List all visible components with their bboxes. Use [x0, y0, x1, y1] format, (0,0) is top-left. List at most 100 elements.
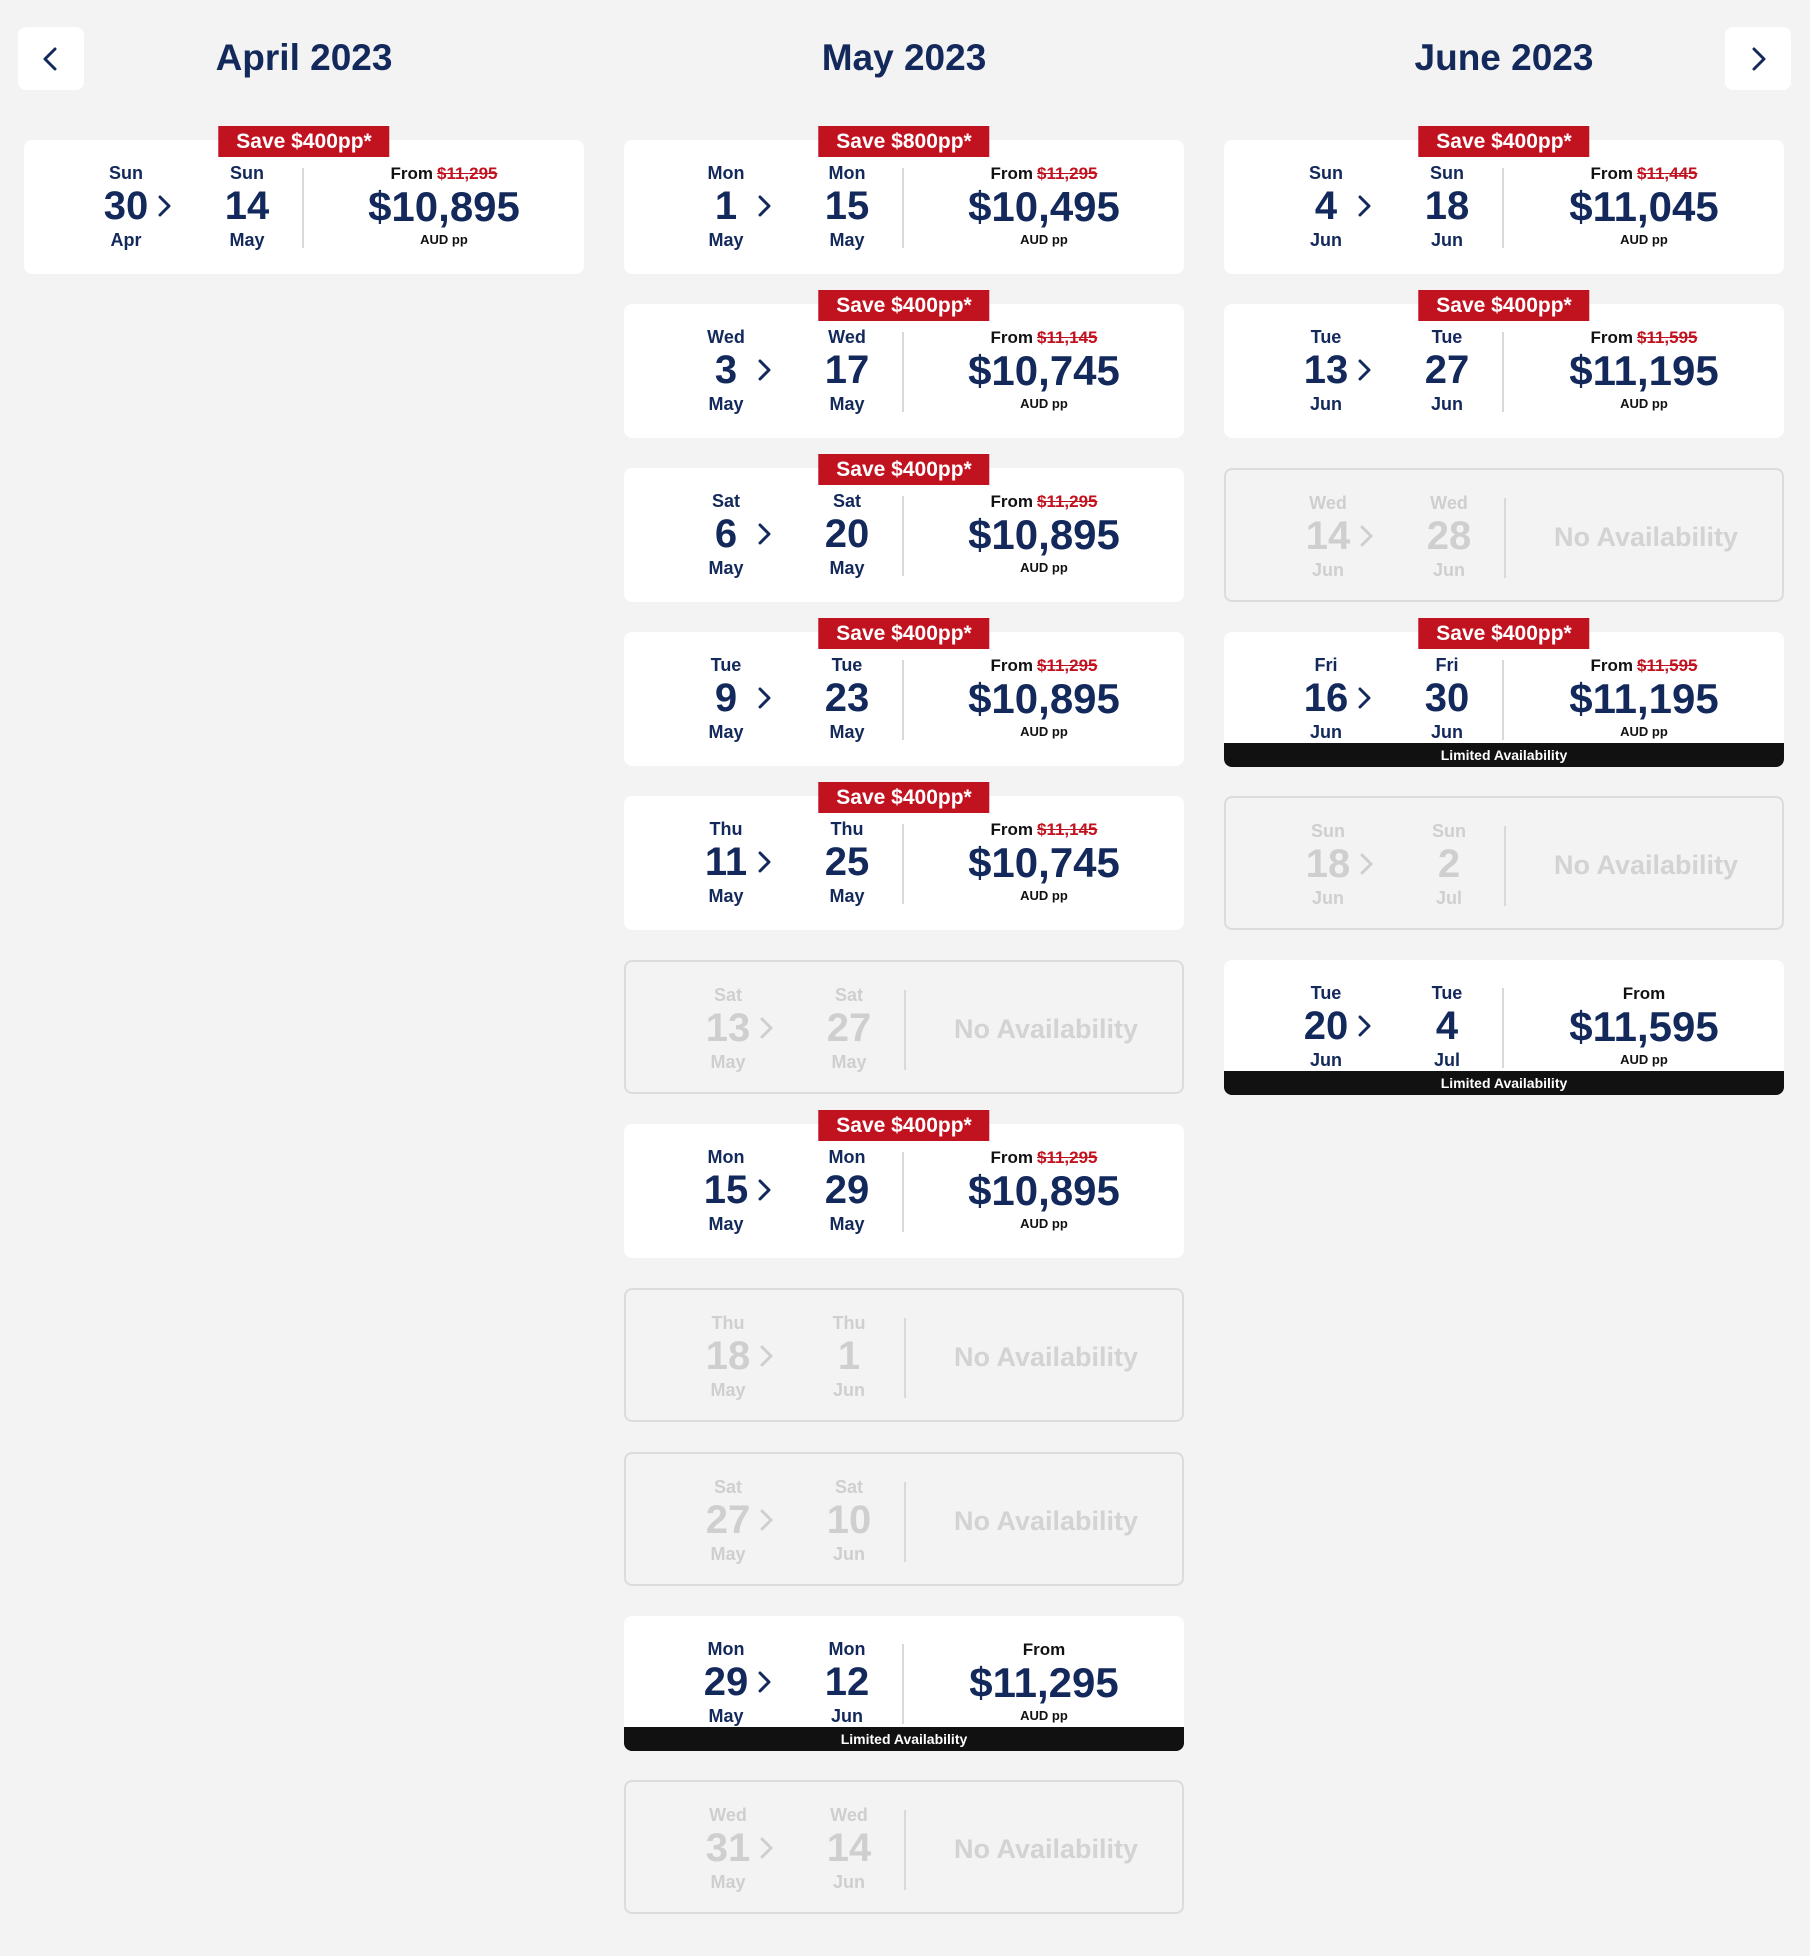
chevron-right-icon	[760, 1345, 773, 1367]
from-line: From $11,295	[914, 1148, 1174, 1168]
departure-date: Tue 13 Jun	[1276, 326, 1376, 416]
weekday-label: Tue	[831, 655, 863, 675]
departure-card[interactable]: Save $400pp* Sun 30 Apr Sun 14 May From $11,295 $…	[24, 126, 584, 274]
save-badge: Save $800pp*	[818, 126, 990, 157]
departure-card-unavailable: Wed 14 Jun Wed 28 Jun No Availability	[1224, 468, 1784, 602]
price-amount: $10,895	[968, 1167, 1120, 1214]
weekday-label: Wed	[707, 327, 745, 347]
month-label: May	[710, 1872, 746, 1892]
save-badge: Save $400pp*	[1418, 126, 1590, 157]
weekday-label: Mon	[828, 163, 866, 183]
month-label: May	[708, 558, 744, 578]
next-month-button[interactable]	[1725, 27, 1791, 90]
departure-date: Tue 9 May	[676, 654, 776, 744]
day-number: 28	[1426, 514, 1472, 558]
departure-card[interactable]: Save $800pp* Mon 1 May Mon 15 May From $11,295 $1…	[624, 126, 1184, 274]
departure-card[interactable]: Save $400pp* Tue 13 Jun Tue 27 Jun From $11,595 $…	[1224, 290, 1784, 438]
save-badge: Save $400pp*	[1418, 290, 1590, 321]
day-number: 2	[1437, 842, 1461, 886]
weekday-label: Sat	[834, 1477, 863, 1497]
day-number: 10	[826, 1498, 872, 1542]
limited-availability-banner: Limited Availability	[1224, 1071, 1784, 1095]
departure-card-unavailable: Sat 13 May Sat 27 May No Availability	[624, 960, 1184, 1094]
save-badge: Save $400pp*	[818, 454, 990, 485]
prev-month-button[interactable]	[18, 27, 84, 90]
chevron-right-icon	[1360, 525, 1373, 547]
return-date: Wed 28 Jun	[1399, 492, 1499, 582]
month-label: May	[710, 1544, 746, 1564]
weekday-label: Wed	[1430, 493, 1468, 513]
original-price: $11,595	[1636, 328, 1698, 347]
price-unit: AUD pp	[1620, 232, 1668, 247]
weekday-label: Sun	[230, 163, 264, 183]
from-line: From $11,145	[914, 820, 1174, 840]
weekday-label: Sat	[832, 491, 861, 511]
chevron-right-icon	[1752, 47, 1766, 70]
return-date: Wed 14 Jun	[799, 1804, 899, 1894]
divider	[1502, 660, 1504, 740]
divider	[302, 168, 304, 248]
day-number: 31	[705, 1826, 751, 1870]
return-date: Sun 18 Jun	[1397, 162, 1497, 252]
chevron-left-icon	[43, 47, 57, 70]
price-unit: AUD pp	[1020, 560, 1068, 575]
chevron-right-icon	[1360, 853, 1373, 875]
from-label: From	[390, 164, 433, 183]
month-label: Apr	[110, 230, 142, 250]
chevron-right-icon	[1358, 1015, 1371, 1037]
save-badge: Save $400pp*	[818, 782, 990, 813]
month-label: Jun	[1430, 394, 1463, 414]
original-price: $11,295	[1036, 1148, 1098, 1167]
from-label: From	[990, 164, 1033, 183]
return-date: Sat 27 May	[799, 984, 899, 1074]
chevron-right-icon	[758, 195, 771, 217]
month-label: Jun	[832, 1544, 865, 1564]
price-block: From $11,445 $11,045 AUD pp	[1514, 164, 1774, 250]
month-title: May 2023	[821, 37, 987, 78]
month-label: May	[708, 722, 744, 742]
from-line: From $11,295	[314, 164, 574, 184]
weekday-label: Mon	[828, 1147, 866, 1167]
departure-card[interactable]: Save $400pp* Tue 9 May Tue 23 May From $11,295 $1…	[624, 618, 1184, 766]
divider	[904, 1810, 906, 1890]
chevron-right-icon	[758, 359, 771, 381]
from-label: From	[990, 328, 1033, 347]
chevron-right-icon	[758, 687, 771, 709]
departure-date: Mon 29 May	[676, 1638, 776, 1728]
weekday-label: Thu	[830, 819, 864, 839]
month-label: Jun	[1309, 1050, 1342, 1070]
price-unit: AUD pp	[420, 232, 468, 247]
from-line: From $11,595	[1514, 328, 1774, 348]
price-amount: $10,495	[968, 183, 1120, 230]
departure-card[interactable]: Mon 29 May Mon 12 Jun From $11,295 AUD pp Limited…	[624, 1616, 1184, 1751]
chevron-right-icon	[1358, 195, 1371, 217]
month-title: June 2023	[1414, 37, 1594, 78]
departure-card[interactable]: Save $400pp* Fri 16 Jun Fri 30 Jun From $11,595 $…	[1224, 618, 1784, 767]
from-label: From	[990, 820, 1033, 839]
month-label: May	[710, 1052, 746, 1072]
day-number: 16	[1303, 676, 1349, 720]
departure-card[interactable]: Save $400pp* Sat 6 May Sat 20 May From $11,295 $1…	[624, 454, 1184, 602]
chevron-right-icon	[760, 1017, 773, 1039]
price-unit: AUD pp	[1020, 396, 1068, 411]
departure-card[interactable]: Save $400pp* Wed 3 May Wed 17 May From $11,145 $1…	[624, 290, 1184, 438]
departure-card[interactable]: Save $400pp* Mon 15 May Mon 29 May From $11,295 $…	[624, 1110, 1184, 1258]
divider	[902, 1152, 904, 1232]
month-label: Jun	[1311, 560, 1344, 580]
departure-date: Sat 27 May	[678, 1476, 778, 1566]
divider	[902, 824, 904, 904]
departure-card[interactable]: Save $400pp* Sun 4 Jun Sun 18 Jun From $11,445 $1…	[1224, 126, 1784, 274]
weekday-label: Sun	[1432, 821, 1466, 841]
departure-card[interactable]: Save $400pp* Thu 11 May Thu 25 May From $11,145 $…	[624, 782, 1184, 930]
day-number: 14	[826, 1826, 872, 1870]
price-amount: $11,195	[1569, 347, 1719, 394]
divider	[902, 660, 904, 740]
weekday-label: Wed	[1309, 493, 1347, 513]
departure-date: Sun 4 Jun	[1276, 162, 1376, 252]
day-number: 18	[1305, 842, 1351, 886]
from-line: From $11,595	[1514, 656, 1774, 676]
day-number: 3	[714, 348, 738, 392]
departure-card[interactable]: Tue 20 Jun Tue 4 Jul From $11,595 AUD pp Limited …	[1224, 960, 1784, 1095]
month-label: Jun	[1309, 722, 1342, 742]
divider	[904, 1318, 906, 1398]
